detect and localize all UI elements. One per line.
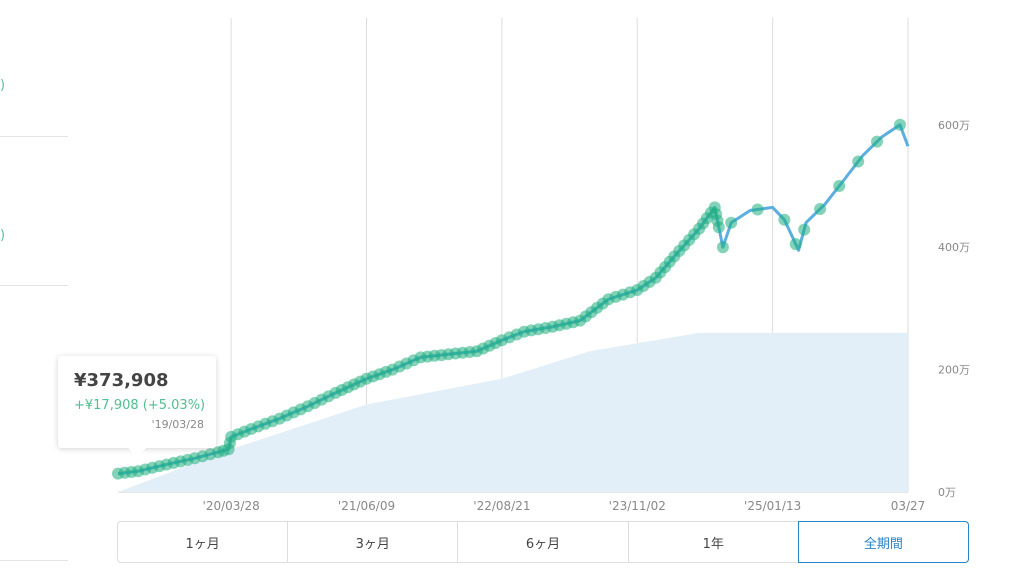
range-selector: 1ヶ月 3ヶ月 6ヶ月 1年 全期間 [117, 521, 970, 563]
tooltip-value: ¥373,908 [74, 370, 169, 391]
data-point [814, 203, 827, 215]
data-point [778, 213, 791, 226]
y-tick-label: 400万 [938, 241, 970, 254]
range-button-3m[interactable]: 3ヶ月 [288, 522, 459, 562]
x-tick-label: '25/01/13 [744, 499, 801, 513]
y-tick-label: 600万 [938, 119, 970, 132]
tooltip-date: '19/03/28 [151, 418, 204, 431]
y-tick-label: 0万 [938, 486, 956, 499]
left-panel-paren: ) [0, 228, 6, 243]
data-point [716, 241, 729, 254]
left-panel: ) ) [0, 0, 70, 577]
data-point [798, 223, 811, 236]
left-divider [0, 285, 68, 286]
x-tick-label: '20/03/28 [203, 499, 260, 513]
range-button-all[interactable]: 全期間 [797, 521, 970, 563]
chart-tooltip: ¥373,908 +¥17,908 (+5.03%) '19/03/28 [58, 356, 216, 457]
data-point [725, 216, 738, 229]
principal-area [118, 332, 908, 492]
data-point [833, 180, 846, 192]
data-point [751, 203, 764, 216]
data-point [712, 221, 725, 234]
data-point [789, 238, 802, 251]
y-tick-label: 200万 [938, 364, 970, 377]
left-panel-paren: ) [0, 78, 6, 93]
x-tick-label: '23/11/02 [609, 499, 666, 513]
left-divider [0, 136, 68, 137]
data-point [894, 118, 906, 131]
asset-chart[interactable]: 600万 400万 200万 0万 '20/03/28 '21/06/09 '22/08/2… [0, 0, 1024, 520]
data-point [871, 135, 883, 148]
tooltip-change: +¥17,908 (+5.03%) [74, 398, 206, 413]
x-tick-label: 03/27 [891, 499, 926, 513]
x-tick-label: '21/06/09 [338, 499, 395, 513]
data-point [852, 155, 865, 168]
range-button-1m[interactable]: 1ヶ月 [118, 522, 289, 562]
range-button-6m[interactable]: 6ヶ月 [458, 522, 629, 562]
range-button-1y[interactable]: 1年 [628, 522, 799, 562]
x-tick-label: '22/08/21 [473, 499, 530, 513]
left-divider [0, 560, 68, 561]
